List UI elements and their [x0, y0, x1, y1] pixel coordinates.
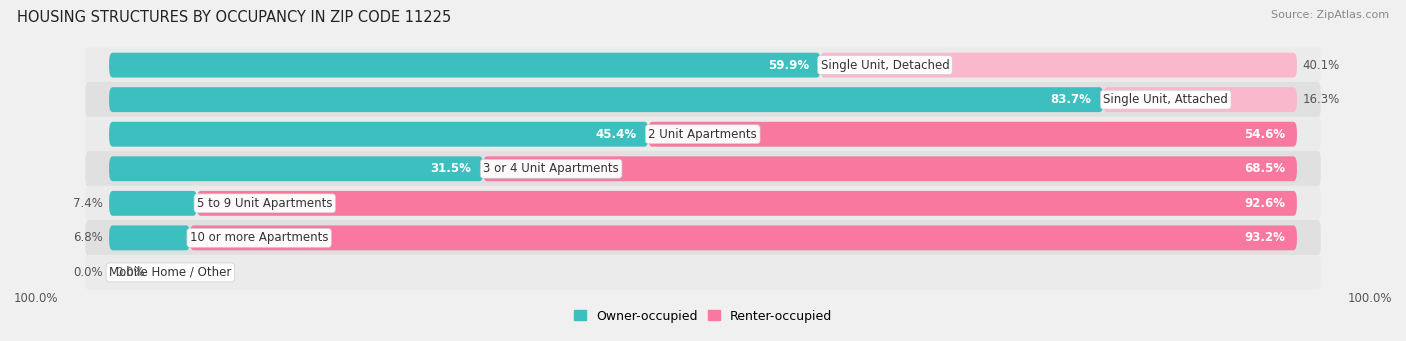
FancyBboxPatch shape — [484, 156, 1296, 181]
Text: 100.0%: 100.0% — [14, 292, 59, 305]
Text: 0.0%: 0.0% — [73, 266, 103, 279]
Text: 0.0%: 0.0% — [115, 266, 145, 279]
Text: HOUSING STRUCTURES BY OCCUPANCY IN ZIP CODE 11225: HOUSING STRUCTURES BY OCCUPANCY IN ZIP C… — [17, 10, 451, 25]
FancyBboxPatch shape — [110, 122, 648, 147]
FancyBboxPatch shape — [86, 117, 1320, 152]
FancyBboxPatch shape — [110, 191, 197, 216]
FancyBboxPatch shape — [821, 53, 1296, 77]
FancyBboxPatch shape — [110, 156, 484, 181]
FancyBboxPatch shape — [648, 122, 1296, 147]
FancyBboxPatch shape — [86, 47, 1320, 83]
Text: 5 to 9 Unit Apartments: 5 to 9 Unit Apartments — [197, 197, 332, 210]
Text: 92.6%: 92.6% — [1244, 197, 1285, 210]
Text: 54.6%: 54.6% — [1244, 128, 1285, 141]
Text: 59.9%: 59.9% — [768, 59, 808, 72]
FancyBboxPatch shape — [86, 151, 1320, 187]
Text: 68.5%: 68.5% — [1244, 162, 1285, 175]
Text: 83.7%: 83.7% — [1050, 93, 1091, 106]
Text: Single Unit, Attached: Single Unit, Attached — [1104, 93, 1229, 106]
Text: 93.2%: 93.2% — [1244, 232, 1285, 244]
Text: Source: ZipAtlas.com: Source: ZipAtlas.com — [1271, 10, 1389, 20]
FancyBboxPatch shape — [110, 87, 1104, 112]
FancyBboxPatch shape — [1104, 87, 1296, 112]
Text: 100.0%: 100.0% — [1347, 292, 1392, 305]
Text: 40.1%: 40.1% — [1303, 59, 1340, 72]
Text: 31.5%: 31.5% — [430, 162, 471, 175]
Text: 2 Unit Apartments: 2 Unit Apartments — [648, 128, 756, 141]
Text: 7.4%: 7.4% — [73, 197, 103, 210]
Text: 6.8%: 6.8% — [73, 232, 103, 244]
FancyBboxPatch shape — [197, 191, 1296, 216]
Text: Single Unit, Detached: Single Unit, Detached — [821, 59, 949, 72]
FancyBboxPatch shape — [190, 225, 1296, 250]
Text: 45.4%: 45.4% — [595, 128, 637, 141]
FancyBboxPatch shape — [110, 53, 821, 77]
FancyBboxPatch shape — [110, 225, 190, 250]
Text: 16.3%: 16.3% — [1303, 93, 1340, 106]
FancyBboxPatch shape — [86, 186, 1320, 221]
FancyBboxPatch shape — [86, 255, 1320, 290]
Text: 10 or more Apartments: 10 or more Apartments — [190, 232, 329, 244]
FancyBboxPatch shape — [86, 220, 1320, 255]
FancyBboxPatch shape — [86, 82, 1320, 117]
Text: Mobile Home / Other: Mobile Home / Other — [110, 266, 232, 279]
Text: 3 or 4 Unit Apartments: 3 or 4 Unit Apartments — [484, 162, 619, 175]
Legend: Owner-occupied, Renter-occupied: Owner-occupied, Renter-occupied — [568, 305, 838, 327]
